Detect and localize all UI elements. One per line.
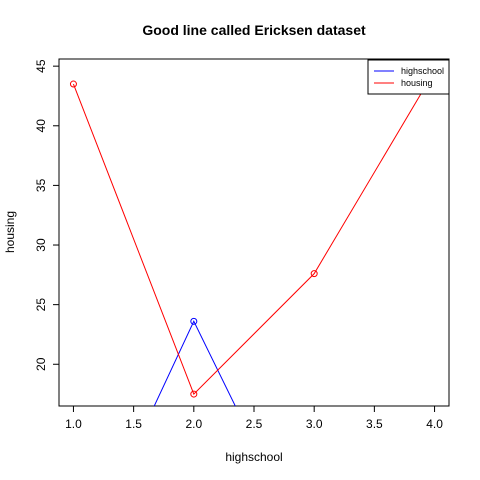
- y-tick-label: 25: [34, 298, 48, 312]
- series-line-highschool: [153, 320, 236, 406]
- y-tick-label: 40: [34, 119, 48, 133]
- plot-frame: [58, 58, 450, 407]
- x-tick-label: 2.5: [246, 417, 263, 431]
- legend-box: [367, 59, 450, 95]
- x-tick-label: 3.0: [306, 417, 323, 431]
- y-axis: 20 25 30 35 40 45: [34, 59, 59, 371]
- x-axis: 1.0 1.5 2.0 2.5 3.0 3.5 4.0: [65, 406, 443, 431]
- legend-label-highschool: highschool: [401, 66, 444, 76]
- data-point-housing: [69, 80, 77, 88]
- series-layer: [69, 67, 439, 406]
- data-point-housing: [310, 270, 318, 278]
- y-tick-label: 45: [34, 59, 48, 73]
- y-tick-label: 35: [34, 178, 48, 192]
- y-axis-label: housing: [3, 211, 17, 253]
- series-line-housing: [72, 70, 435, 395]
- x-tick-label: 4.0: [426, 417, 443, 431]
- x-tick-label: 1.5: [125, 417, 142, 431]
- x-tick-label: 3.5: [366, 417, 383, 431]
- x-tick-label: 2.0: [185, 417, 202, 431]
- y-tick-label: 20: [34, 357, 48, 371]
- x-axis-label: highschool: [225, 450, 282, 464]
- legend-label-housing: housing: [401, 78, 433, 88]
- legend: highschool housing: [367, 59, 450, 95]
- chart-title: Good line called Ericksen dataset: [142, 22, 366, 38]
- data-point-housing: [190, 390, 198, 398]
- x-tick-label: 1.0: [65, 417, 82, 431]
- data-point-highschool: [190, 317, 198, 325]
- y-tick-label: 30: [34, 238, 48, 252]
